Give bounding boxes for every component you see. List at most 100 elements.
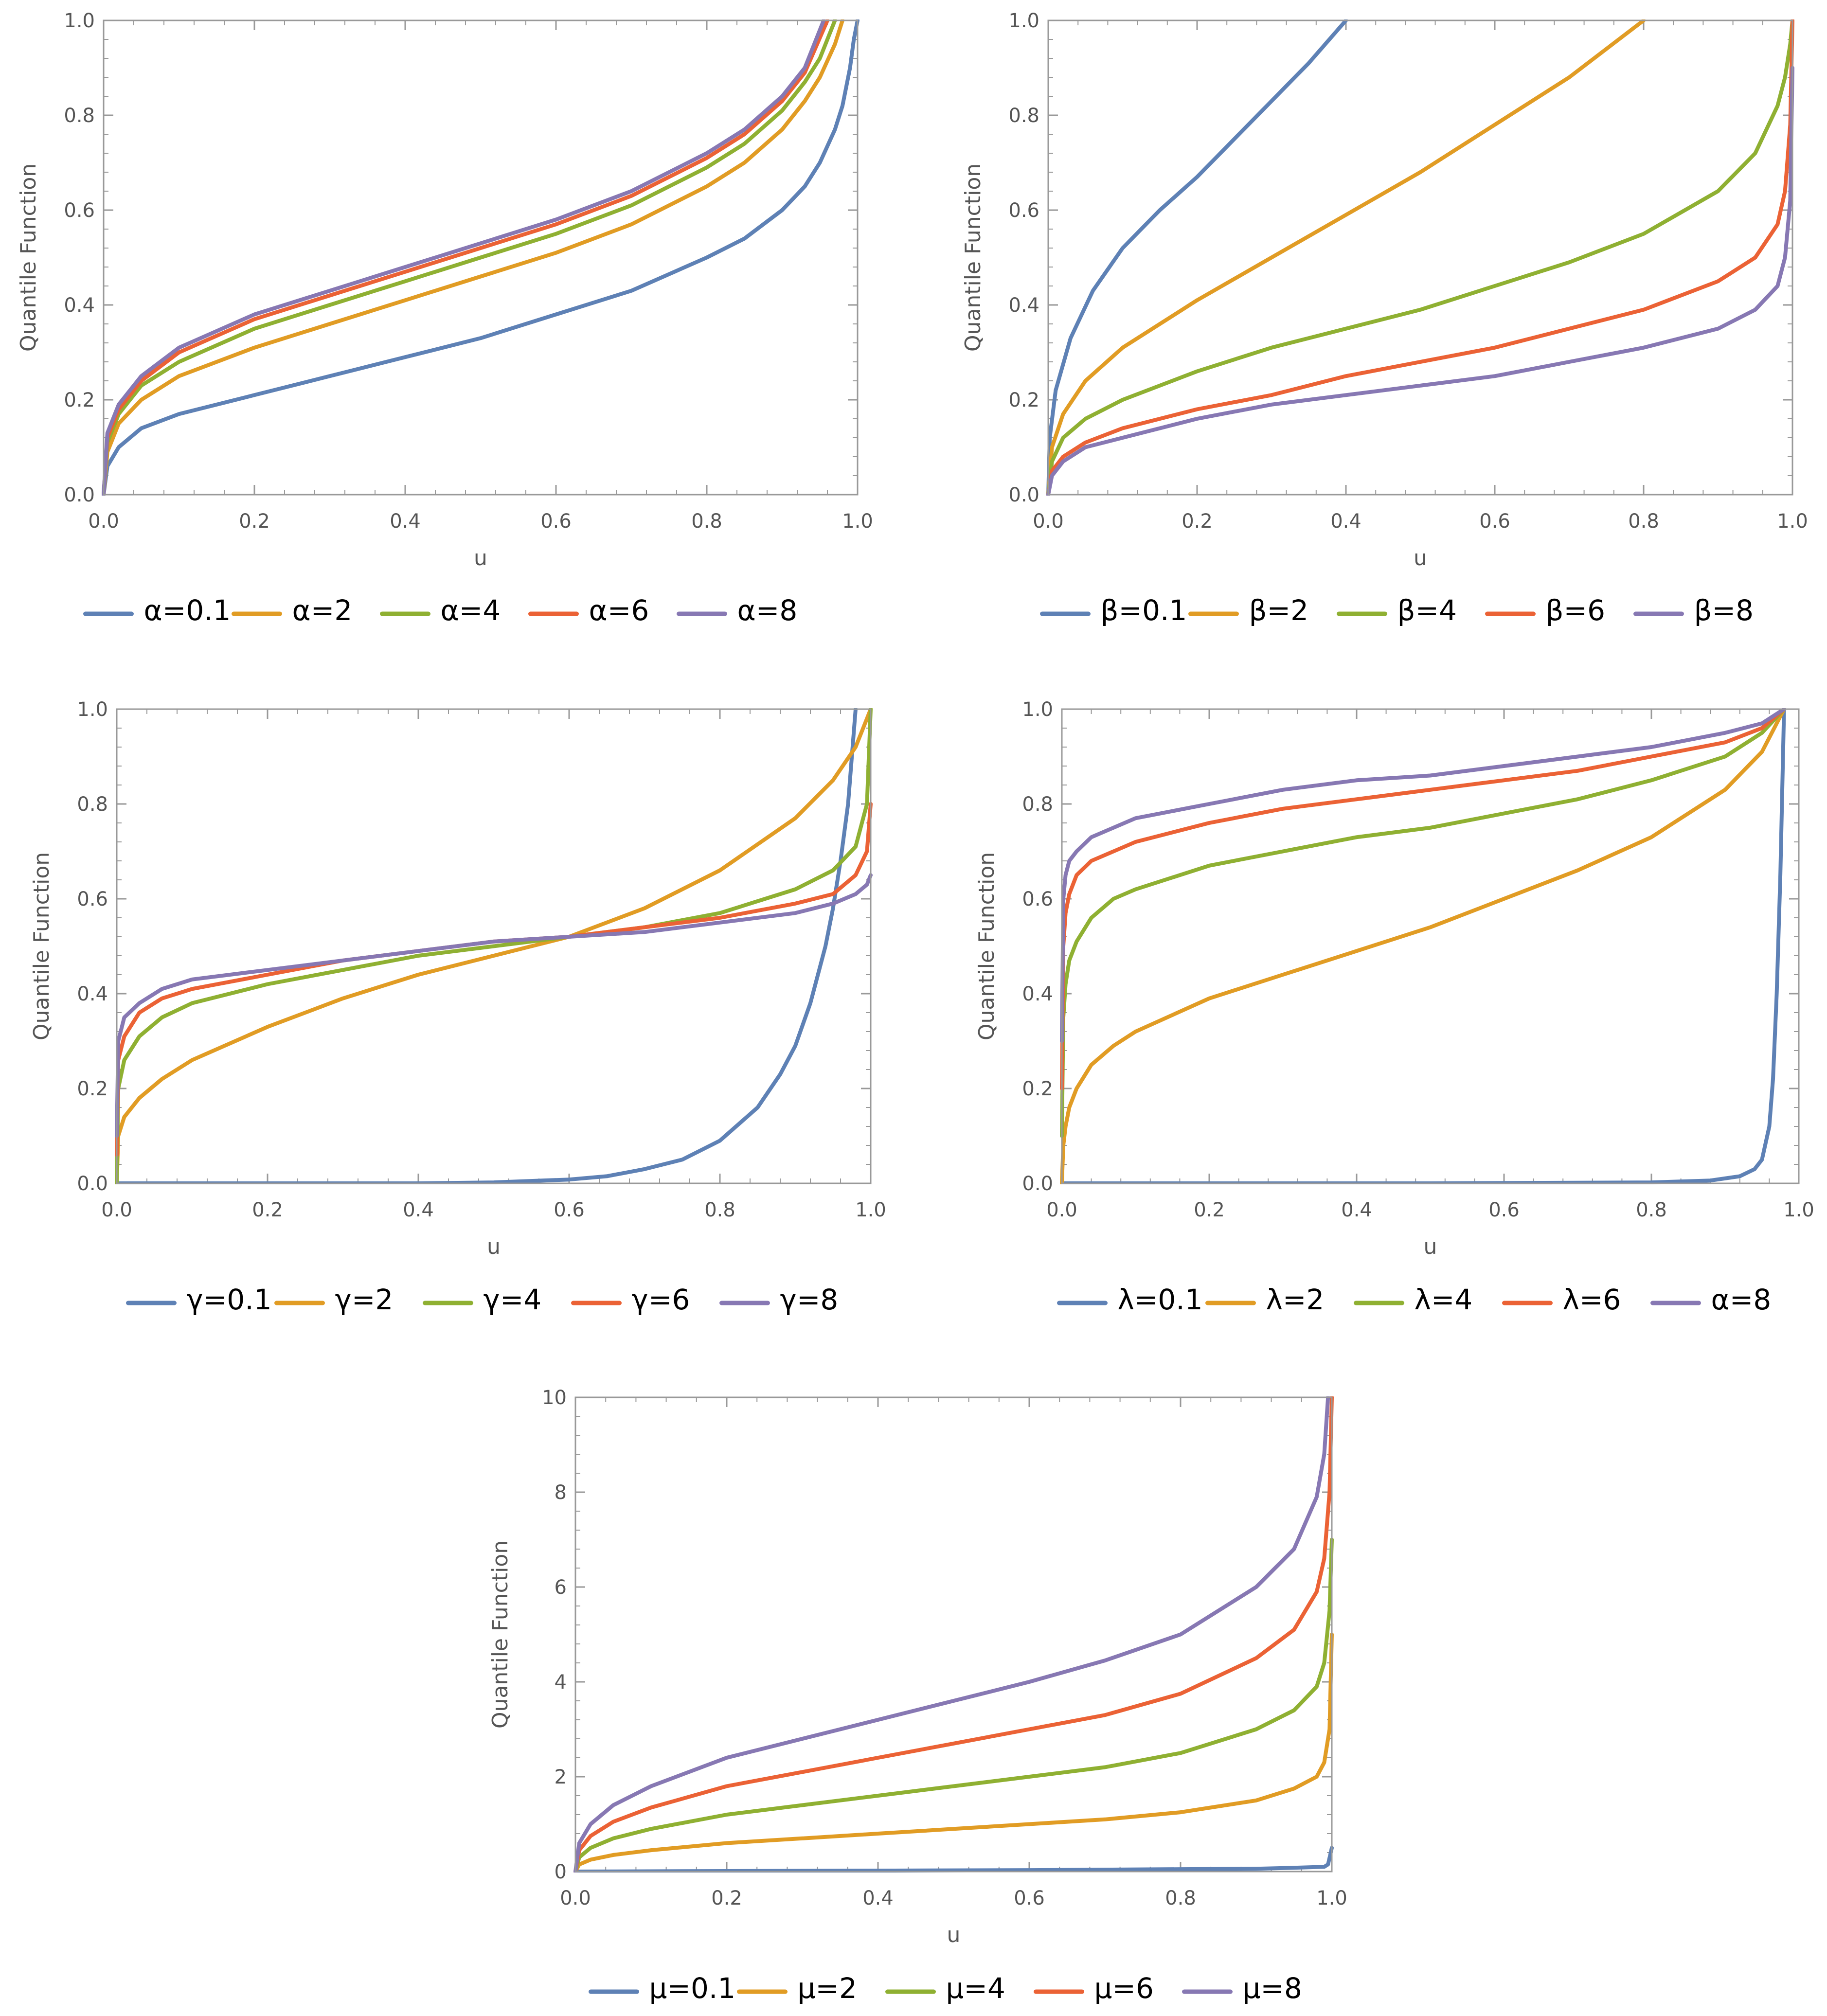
legend-label-3: γ=4: [484, 1283, 542, 1316]
chart-panel-3: 0.0 0.2 0.4 0.6 0.8 1.0 0.0 0.2 0.4 0.6 0.8 1.0 u Qua…: [29, 698, 886, 1316]
series-line-3: [573, 1537, 1334, 1873]
x-tick-label: 1.0: [1316, 1887, 1347, 1909]
legend-label-3: β=4: [1397, 594, 1457, 627]
y-axis-label: Quantile Function: [488, 1540, 513, 1729]
plot-frame: [1061, 708, 1800, 1184]
y-tick-label: 0.0: [77, 1173, 108, 1195]
y-tick-label: 0.4: [64, 294, 95, 317]
series-line-5: [115, 873, 873, 1138]
y-axis-label: Quantile Function: [961, 163, 985, 352]
x-tick-label: 0.6: [1479, 510, 1510, 533]
legend-label-1: α=0.1: [144, 594, 231, 627]
legend-label-1: μ=0.1: [649, 1972, 736, 2005]
series-line-5: [1046, 66, 1794, 496]
y-tick-label: 0.8: [77, 793, 108, 816]
series-line-1: [1060, 708, 1786, 1184]
x-tick-label: 0.2: [239, 510, 270, 533]
x-axis-label: u: [947, 1923, 961, 1947]
series-line-4: [102, 19, 829, 496]
legend-label-4: α=6: [589, 594, 649, 627]
x-tick-label: 0.4: [1341, 1199, 1372, 1221]
series-line-3: [102, 19, 837, 496]
legend-label-5: γ=8: [780, 1283, 839, 1316]
x-tick-label: 0.6: [554, 1199, 585, 1221]
y-tick-label: 2: [555, 1766, 567, 1788]
legend-label-2: γ=2: [335, 1283, 394, 1316]
legend-label-1: γ=0.1: [187, 1283, 272, 1316]
x-tick-label: 1.0: [1783, 1199, 1814, 1221]
x-tick-label: 0.4: [390, 510, 421, 533]
y-tick-label: 0.6: [1008, 199, 1039, 222]
series-line-1: [115, 708, 858, 1184]
plot-frame: [103, 19, 859, 496]
y-tick-label: 0.0: [1008, 484, 1039, 506]
y-tick-label: 0.8: [1008, 105, 1039, 127]
x-tick-label: 0.6: [1488, 1199, 1520, 1221]
series-line-5: [102, 19, 826, 496]
legend-label-5: β=8: [1694, 594, 1754, 627]
legend-label-3: α=4: [441, 594, 501, 627]
chart-panel-5: 0.0 0.2 0.4 0.6 0.8 1.0 0 2 4 6 8 10 u Quantile Funct…: [488, 1387, 1347, 2005]
legend-label-5: α=8: [737, 594, 798, 627]
y-tick-label: 1.0: [1022, 698, 1053, 721]
y-tick-label: 0.2: [1008, 389, 1039, 411]
x-tick-label: 1.0: [855, 1199, 886, 1221]
x-axis-label: u: [1424, 1234, 1437, 1259]
series-line-5: [1060, 708, 1786, 1043]
y-axis-label: Quantile Function: [16, 163, 41, 352]
y-tick-label: 1.0: [77, 698, 108, 721]
series-line-5: [573, 1396, 1330, 1873]
x-tick-label: 1.0: [1777, 510, 1808, 533]
x-tick-label: 0.8: [704, 1199, 735, 1221]
series-line-2: [115, 708, 873, 1184]
legend-label-2: λ=2: [1266, 1283, 1325, 1316]
series-line-3: [1060, 708, 1786, 1138]
y-tick-label: 10: [542, 1387, 567, 1409]
legend-label-4: γ=6: [632, 1283, 690, 1316]
series-line-4: [573, 1396, 1334, 1873]
x-tick-label: 0.0: [1033, 510, 1064, 533]
legend-label-5: α=8: [1711, 1283, 1772, 1316]
series-line-4: [1046, 19, 1794, 496]
x-tick-label: 0.4: [862, 1887, 894, 1909]
x-tick-label: 0.0: [1046, 1199, 1077, 1221]
x-tick-label: 0.4: [1330, 510, 1361, 533]
legend-label-4: μ=6: [1094, 1972, 1154, 2005]
y-axis-label: Quantile Function: [974, 852, 999, 1040]
y-tick-label: 0.8: [64, 105, 95, 127]
chart-panel-1: 0.0 0.2 0.4 0.6 0.8 1.0 0.0 0.2 0.4 0.6 0.8 1.0 u Qua…: [16, 10, 873, 627]
x-tick-label: 1.0: [842, 510, 873, 533]
series-line-2: [1046, 19, 1646, 496]
x-tick-label: 0.2: [1194, 1199, 1225, 1221]
chart-panel-4: 0.0 0.2 0.4 0.6 0.8 1.0 0.0 0.2 0.4 0.6 0.8 1.0 u Qua…: [974, 698, 1814, 1316]
series-line-1: [573, 1846, 1334, 1873]
series-line-1: [1046, 19, 1348, 496]
series-line-3: [1046, 19, 1794, 496]
x-axis-label: u: [1414, 546, 1427, 571]
x-tick-label: 0.2: [252, 1199, 283, 1221]
y-tick-label: 0.4: [1022, 983, 1053, 1005]
plot-frame: [1047, 19, 1793, 496]
x-tick-label: 0.6: [540, 510, 572, 533]
x-tick-label: 0.0: [88, 510, 119, 533]
y-axis-label: Quantile Function: [29, 852, 54, 1040]
legend-label-2: β=2: [1249, 594, 1309, 627]
y-tick-label: 8: [555, 1481, 567, 1504]
x-tick-label: 0.8: [1165, 1887, 1196, 1909]
y-tick-label: 0.8: [1022, 793, 1053, 816]
x-tick-label: 0.2: [711, 1887, 742, 1909]
chart-panel-2: 0.0 0.2 0.4 0.6 0.8 1.0 0.0 0.2 0.4 0.6 0.8 1.0 u Qua…: [961, 10, 1808, 627]
y-tick-label: 0.0: [64, 484, 95, 506]
x-tick-label: 0.2: [1182, 510, 1213, 533]
legend-label-5: μ=8: [1243, 1972, 1302, 2005]
series-line-4: [115, 802, 873, 1157]
y-tick-label: 0.2: [1022, 1078, 1053, 1100]
legend-label-4: λ=6: [1563, 1283, 1621, 1316]
legend-label-1: λ=0.1: [1118, 1283, 1203, 1316]
plot-frame: [574, 1396, 1333, 1873]
series-line-2: [102, 19, 844, 496]
y-tick-label: 1.0: [64, 10, 95, 32]
x-tick-label: 0.6: [1014, 1887, 1045, 1909]
y-tick-label: 0.6: [77, 888, 108, 910]
